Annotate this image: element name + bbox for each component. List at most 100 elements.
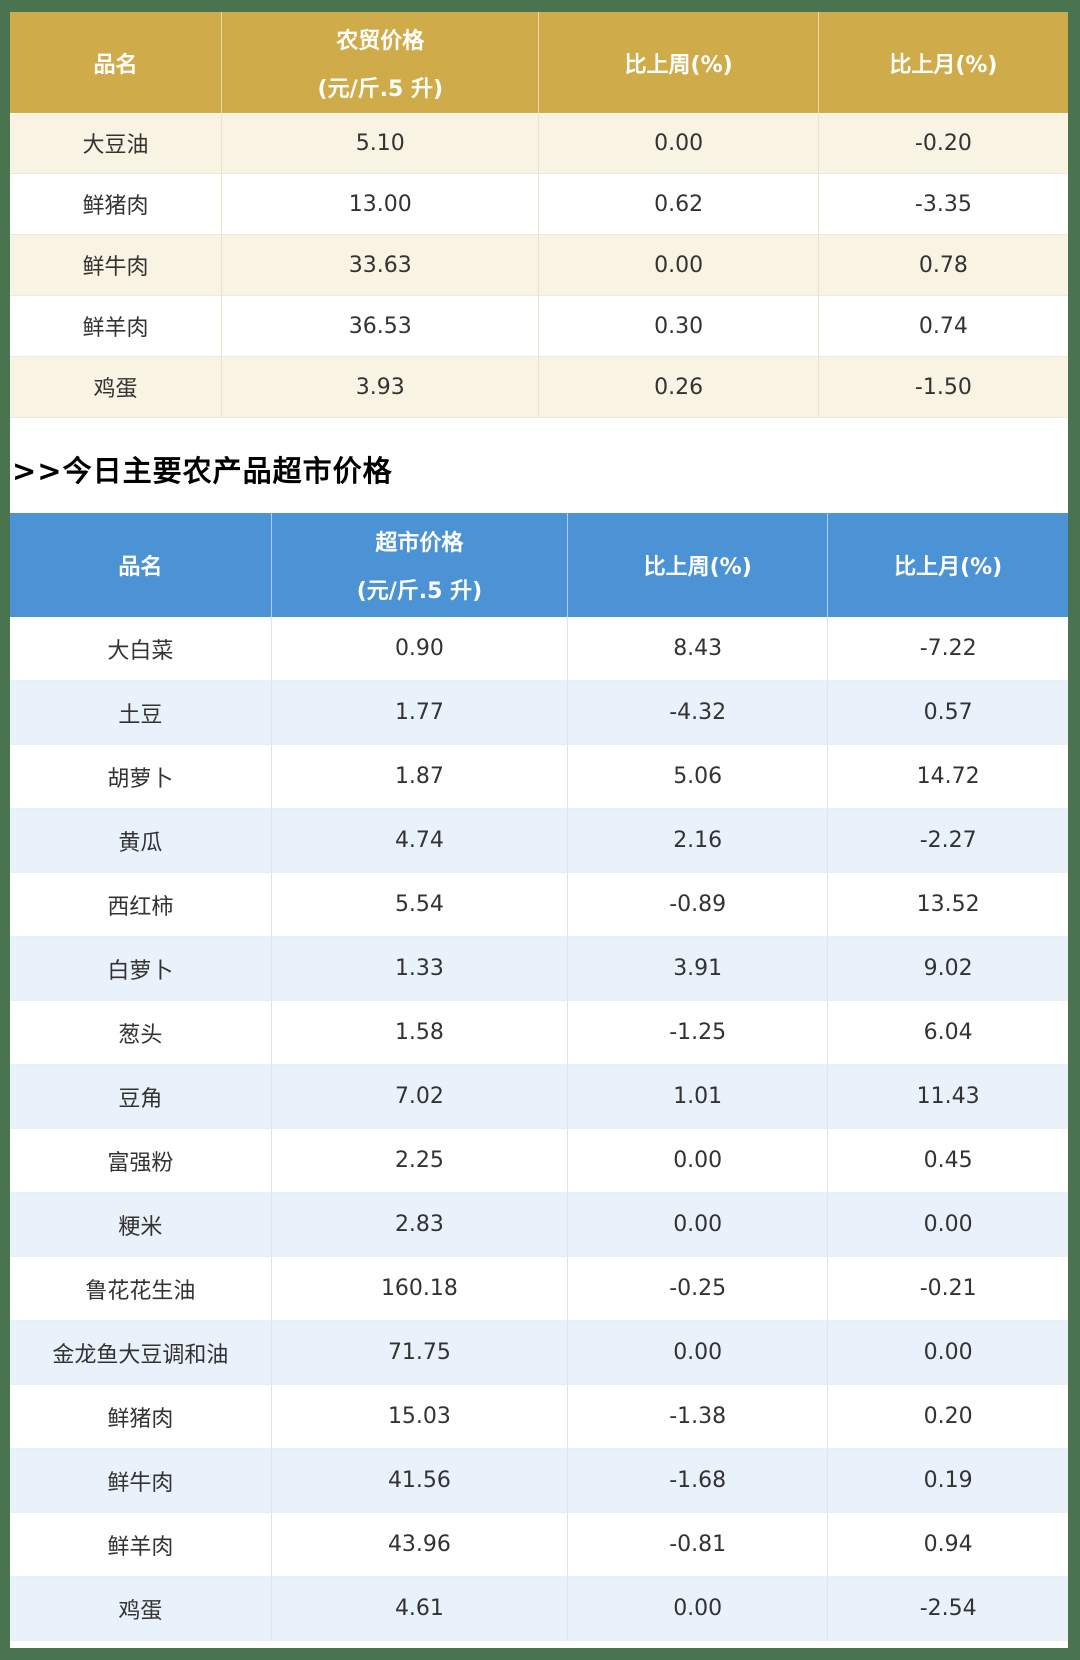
product-name-cell: 西红柿 <box>10 872 272 937</box>
wow-change-cell: 0.62 <box>538 173 819 235</box>
column-header-label: 农贸价格 <box>336 28 425 54</box>
table-row: 鲜羊肉 43.96 -0.81 0.94 <box>10 1512 1068 1577</box>
wow-change-cell: 3.91 <box>567 936 829 1001</box>
table-row: 西红柿 5.54 -0.89 13.52 <box>10 872 1068 937</box>
product-name-cell: 鲜羊肉 <box>10 1512 272 1577</box>
price-cell: 5.54 <box>271 872 569 937</box>
column-header: 品名 <box>10 12 222 113</box>
mom-change-cell: 0.57 <box>827 680 1068 745</box>
table-row: 鲜猪肉 13.00 0.62 -3.35 <box>10 173 1068 235</box>
column-header: 品名 <box>10 513 272 617</box>
column-header-unit: (元/斤.5 升) <box>317 76 444 102</box>
wow-change-cell: -1.25 <box>567 1000 829 1065</box>
supermarket-table-header: 品名 超市价格 (元/斤.5 升) 比上周(%) 比上月(%) <box>10 513 1068 617</box>
price-cell: 4.61 <box>271 1576 569 1641</box>
product-name-cell: 大白菜 <box>10 617 272 681</box>
mom-change-cell: 14.72 <box>827 744 1068 809</box>
column-header: 比上月(%) <box>817 12 1068 113</box>
table-row: 富强粉 2.25 0.00 0.45 <box>10 1128 1068 1193</box>
table-row: 胡萝卜 1.87 5.06 14.72 <box>10 744 1068 809</box>
mom-change-cell: -0.21 <box>827 1256 1068 1321</box>
price-cell: 13.00 <box>221 173 540 235</box>
column-header: 比上周(%) <box>567 513 828 617</box>
mom-change-cell: -7.22 <box>827 617 1068 681</box>
section-heading: >>今日主要农产品超市价格 <box>12 453 393 488</box>
mom-change-cell: 0.00 <box>827 1320 1068 1385</box>
column-header-label: 品名 <box>118 555 163 580</box>
wow-change-cell: 5.06 <box>567 744 829 809</box>
price-cell: 15.03 <box>271 1384 569 1449</box>
header-row: 品名 超市价格 (元/斤.5 升) 比上周(%) 比上月(%) <box>10 513 1068 617</box>
price-cell: 41.56 <box>271 1448 569 1513</box>
mom-change-cell: -1.50 <box>818 356 1068 418</box>
price-cell: 1.58 <box>271 1000 569 1065</box>
wow-change-cell: -0.89 <box>567 872 829 937</box>
wow-change-cell: 0.00 <box>538 234 819 296</box>
table-row: 鲜牛肉 33.63 0.00 0.78 <box>10 234 1068 296</box>
product-name-cell: 鲜猪肉 <box>10 173 223 235</box>
product-name-cell: 富强粉 <box>10 1128 272 1193</box>
mom-change-cell: 0.20 <box>827 1384 1068 1449</box>
wow-change-cell: 0.30 <box>538 295 819 357</box>
product-name-cell: 大豆油 <box>10 113 223 174</box>
product-name-cell: 豆角 <box>10 1064 272 1129</box>
wow-change-cell: 0.26 <box>538 356 819 418</box>
wow-change-cell: -1.38 <box>567 1384 829 1449</box>
table-row: 鲁花花生油 160.18 -0.25 -0.21 <box>10 1256 1068 1321</box>
wow-change-cell: 0.00 <box>567 1320 829 1385</box>
price-cell: 4.74 <box>271 808 569 873</box>
product-name-cell: 鲁花花生油 <box>10 1256 272 1321</box>
farm-table-body: 大豆油 5.10 0.00 -0.20 鲜猪肉 13.00 0.62 -3.35 鲜牛肉 33.6… <box>10 113 1068 418</box>
column-header: 超市价格 (元/斤.5 升) <box>270 513 568 617</box>
column-header: 农贸价格 (元/斤.5 升) <box>221 12 539 113</box>
wow-change-cell: 0.00 <box>567 1576 829 1641</box>
table-row: 鸡蛋 4.61 0.00 -2.54 <box>10 1576 1068 1641</box>
column-header-label: 比上周(%) <box>643 555 752 580</box>
price-cell: 43.96 <box>271 1512 569 1577</box>
product-name-cell: 鲜羊肉 <box>10 295 223 357</box>
mom-change-cell: -2.54 <box>827 1576 1068 1641</box>
mom-change-cell: -3.35 <box>818 173 1068 235</box>
price-cell: 2.25 <box>271 1128 569 1193</box>
wow-change-cell: 0.00 <box>567 1128 829 1193</box>
mom-change-cell: 0.00 <box>827 1192 1068 1257</box>
price-cell: 71.75 <box>271 1320 569 1385</box>
mom-change-cell: 11.43 <box>827 1064 1068 1129</box>
table-row: 大豆油 5.10 0.00 -0.20 <box>10 113 1068 174</box>
price-cell: 1.87 <box>271 744 569 809</box>
product-name-cell: 胡萝卜 <box>10 744 272 809</box>
mom-change-cell: -0.20 <box>818 113 1068 174</box>
table-row: 鲜羊肉 36.53 0.30 0.74 <box>10 295 1068 357</box>
mom-change-cell: -2.27 <box>827 808 1068 873</box>
table-row: 鲜猪肉 15.03 -1.38 0.20 <box>10 1384 1068 1449</box>
mom-change-cell: 0.19 <box>827 1448 1068 1513</box>
table-row: 金龙鱼大豆调和油 71.75 0.00 0.00 <box>10 1320 1068 1385</box>
column-header-unit: (元/斤.5 升) <box>356 579 483 604</box>
table-row: 鲜牛肉 41.56 -1.68 0.19 <box>10 1448 1068 1513</box>
wow-change-cell: -4.32 <box>567 680 829 745</box>
wow-change-cell: 0.00 <box>567 1192 829 1257</box>
table-row: 葱头 1.58 -1.25 6.04 <box>10 1000 1068 1065</box>
column-header-label: 品名 <box>93 52 138 78</box>
price-cell: 3.93 <box>221 356 540 418</box>
wow-change-cell: 2.16 <box>567 808 829 873</box>
column-header: 比上月(%) <box>827 513 1068 617</box>
farm-market-price-table: 品名 农贸价格 (元/斤.5 升) 比上周(%) 比上月(%) 大豆油 5.10 0.00-… <box>10 12 1068 418</box>
header-row: 品名 农贸价格 (元/斤.5 升) 比上周(%) 比上月(%) <box>10 12 1068 113</box>
table-row: 大白菜 0.90 8.43 -7.22 <box>10 617 1068 681</box>
price-cell: 5.10 <box>221 113 540 174</box>
column-header-label: 超市价格 <box>375 531 464 556</box>
price-cell: 1.77 <box>271 680 569 745</box>
product-name-cell: 土豆 <box>10 680 272 745</box>
column-header-label: 比上月(%) <box>894 555 1003 580</box>
column-header-label: 比上周(%) <box>624 52 733 78</box>
table-row: 土豆 1.77 -4.32 0.57 <box>10 680 1068 745</box>
product-name-cell: 鲜牛肉 <box>10 234 223 296</box>
column-header: 比上周(%) <box>538 12 819 113</box>
table-row: 黄瓜 4.74 2.16 -2.27 <box>10 808 1068 873</box>
wow-change-cell: -0.81 <box>567 1512 829 1577</box>
product-name-cell: 鲜猪肉 <box>10 1384 272 1449</box>
product-name-cell: 白萝卜 <box>10 936 272 1001</box>
farm-table-header: 品名 农贸价格 (元/斤.5 升) 比上周(%) 比上月(%) <box>10 12 1068 113</box>
